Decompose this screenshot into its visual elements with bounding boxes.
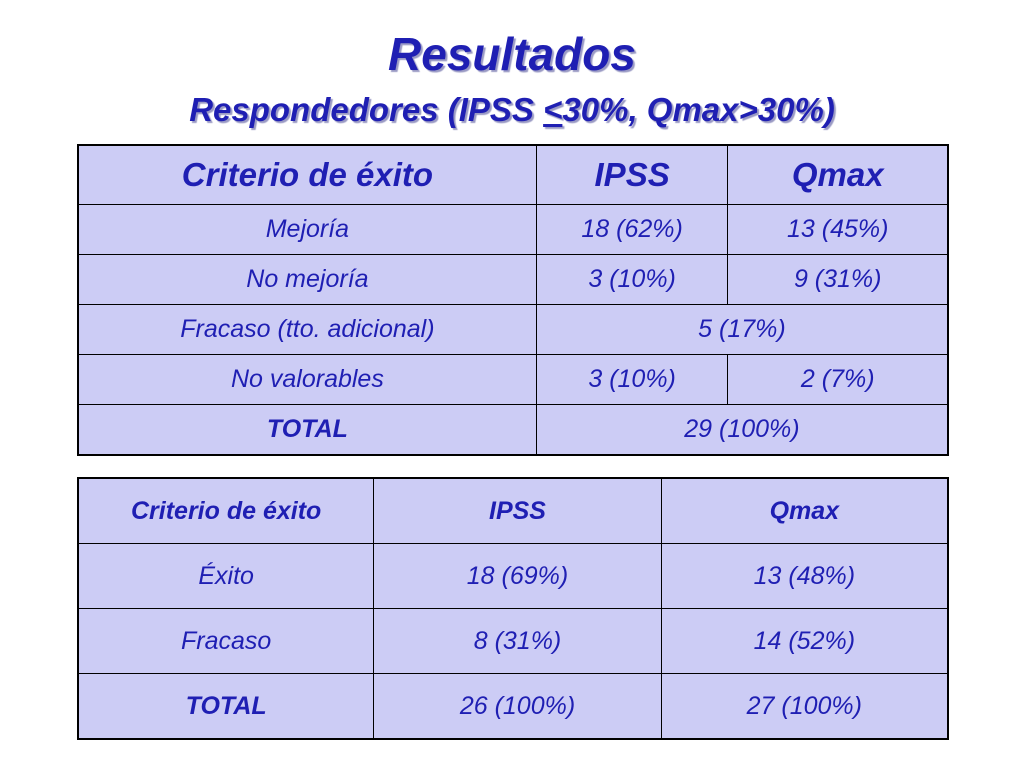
qmax-value: 2 (7%) [727, 354, 949, 405]
row-label: No mejoría [77, 254, 537, 305]
row-label: Éxito [77, 543, 375, 609]
subtitle-underlined-symbol: < [543, 91, 563, 128]
qmax-total: 27 (100%) [660, 673, 949, 740]
total-value: 29 (100%) [535, 404, 949, 456]
qmax-value: 9 (31%) [727, 254, 949, 305]
ipss-value: 18 (62%) [535, 204, 729, 255]
row-label: No valorables [77, 354, 537, 405]
qmax-value: 14 (52%) [660, 608, 949, 674]
table-row: No mejoría 3 (10%) 9 (31%) [77, 254, 949, 305]
header-qmax: Qmax [727, 144, 949, 205]
ipss-value: 3 (10%) [535, 254, 729, 305]
header-ipss: IPSS [373, 477, 662, 544]
table-row: No valorables 3 (10%) 2 (7%) [77, 354, 949, 405]
total-label: TOTAL [77, 404, 537, 456]
ipss-value: 8 (31%) [373, 608, 662, 674]
ipss-value: 18 (69%) [373, 543, 662, 609]
subtitle-suffix: 30%, Qmax>30%) [562, 91, 835, 128]
table-total-row: TOTAL 26 (100%) 27 (100%) [77, 673, 949, 740]
subtitle-prefix: Respondedores (IPSS [189, 91, 544, 128]
row-label: Fracaso (tto. adicional) [77, 304, 537, 355]
table-row: Fracaso (tto. adicional) 5 (17%) [77, 304, 949, 355]
row-label: Fracaso [77, 608, 375, 674]
table-header-row: Criterio de éxito IPSS Qmax [77, 477, 949, 544]
header-criterio: Criterio de éxito [77, 144, 537, 205]
table-total-row: TOTAL 29 (100%) [77, 404, 949, 456]
header-criterio: Criterio de éxito [77, 477, 375, 544]
qmax-value: 13 (45%) [727, 204, 949, 255]
row-label: Mejoría [77, 204, 537, 255]
table-row: Fracaso 8 (31%) 14 (52%) [77, 608, 949, 674]
header-ipss: IPSS [535, 144, 729, 205]
qmax-value: 13 (48%) [660, 543, 949, 609]
header-qmax: Qmax [660, 477, 949, 544]
responders-table: Criterio de éxito IPSS Qmax Mejoría 18 (… [77, 144, 949, 456]
slide-title: Resultados [388, 28, 636, 80]
ipss-total: 26 (100%) [373, 673, 662, 740]
ipss-value: 3 (10%) [535, 354, 729, 405]
merged-value: 5 (17%) [535, 304, 949, 355]
table-row: Éxito 18 (69%) 13 (48%) [77, 543, 949, 609]
success-table: Criterio de éxito IPSS Qmax Éxito 18 (69… [77, 477, 949, 740]
slide-subtitle: Respondedores (IPSS <30%, Qmax>30%) [0, 90, 1024, 130]
total-label: TOTAL [77, 673, 375, 740]
table-header-row: Criterio de éxito IPSS Qmax [77, 144, 949, 205]
table-row: Mejoría 18 (62%) 13 (45%) [77, 204, 949, 255]
